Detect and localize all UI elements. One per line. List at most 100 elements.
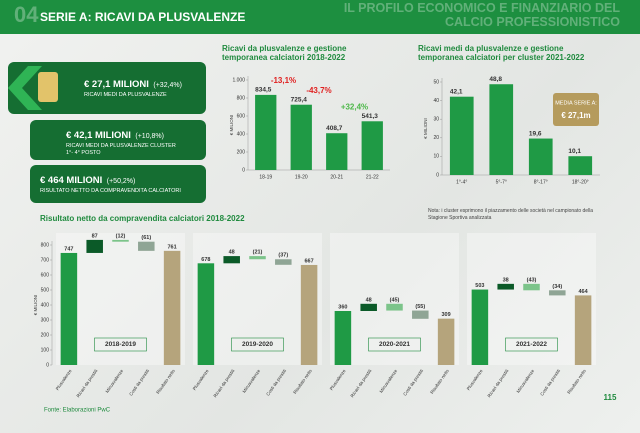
y-axis-label: € MILIONI [423, 118, 428, 139]
x-tick-label: Plusvalenze [192, 368, 210, 391]
callout-text: MEDIA SERIE A: [555, 100, 597, 106]
x-tick-label: 1°-4° [456, 179, 467, 185]
kpi-box [30, 165, 206, 203]
value-label: 761 [168, 244, 177, 250]
bar [290, 104, 312, 170]
value-label: 725,4 [291, 96, 308, 103]
y-tick-label: 0 [46, 362, 49, 368]
y-tick-label: 600 [237, 113, 246, 119]
y-tick-label: 200 [41, 332, 50, 338]
bar [138, 241, 155, 251]
value-label: 38 [503, 277, 509, 283]
x-tick-label: 18-19 [259, 174, 272, 180]
chart-title: Ricavi medi da plusvalenze e gestione te… [418, 44, 585, 62]
kpi: € 464 MILIONI (+50,2%) RISULTATO NETTO DA… [40, 170, 202, 195]
y-tick-label: 300 [41, 317, 50, 323]
bar [326, 133, 348, 170]
section-number: 04 [14, 2, 39, 27]
page-number: 115 [604, 393, 617, 402]
x-tick-label: 18°-20° [572, 179, 589, 185]
x-tick-label: Costi da prestiti [265, 368, 287, 396]
kpi-change: (+50,2%) [106, 178, 136, 185]
y-tick-label: 40 [433, 98, 439, 104]
period-box [505, 337, 558, 352]
period-label: 2020-2021 [379, 341, 410, 348]
value-label: 10,1 [568, 148, 581, 155]
y-tick-label: 600 [41, 272, 50, 278]
panel-bg [467, 233, 596, 365]
period-box [368, 337, 421, 352]
x-tick-label: Minusvalenze [241, 368, 261, 394]
kpi-value: € 464 MILIONI [40, 175, 103, 186]
period-label: 2021-2022 [516, 341, 547, 348]
value-label: 541,3 [362, 113, 379, 120]
value-label: 667 [305, 258, 314, 264]
annotation: -13,1% [271, 76, 296, 85]
x-tick-label: Ricavi da prestiti [212, 368, 235, 398]
y-tick-label: 20 [433, 135, 439, 141]
bar [223, 256, 240, 264]
bar [249, 256, 266, 260]
bar [112, 239, 129, 242]
chevron-icon [8, 66, 42, 110]
value-label: 464 [579, 289, 589, 295]
kpi-box [30, 120, 206, 160]
x-tick-label: Plusvalenze [329, 368, 347, 391]
bar [386, 303, 403, 311]
page-title: SERIE A: RICAVI DA PLUSVALENZE [40, 10, 246, 24]
y-axis-label: € MILIONI [229, 115, 234, 136]
bar [300, 264, 318, 365]
kpi-value: € 27,1 MILIONI [84, 79, 149, 90]
y-tick-label: 800 [41, 242, 50, 248]
y-tick-label: 10 [433, 154, 439, 160]
bar [568, 156, 593, 175]
value-label: (43) [527, 277, 537, 283]
y-tick-label: 50 [433, 79, 439, 85]
value-label: 87 [92, 233, 98, 239]
value-label: (34) [552, 284, 562, 290]
callout-box [553, 93, 599, 126]
value-label: (61) [141, 235, 151, 241]
bar [497, 283, 514, 290]
kpi-change: (+32,4%) [153, 82, 182, 89]
x-tick-label: Minusvalenze [378, 368, 398, 394]
x-tick-label: Costi da prestiti [402, 368, 424, 396]
callout-value: € 27,1m [561, 111, 590, 120]
value-label: (21) [253, 250, 263, 256]
y-axis-label: € MILIONI [33, 295, 38, 316]
x-tick-label: Minusvalenze [515, 368, 535, 394]
bar [360, 303, 377, 311]
value-label: 48 [229, 250, 235, 256]
bar [275, 259, 292, 265]
y-tick-label: 0 [436, 172, 439, 178]
kpi-label: RICAVI MEDI DA PLUSVALENZE CLUSTER 1°- 4… [66, 143, 176, 156]
bar [163, 250, 181, 365]
y-tick-label: 1.000 [232, 77, 245, 83]
x-tick-label: Costi da prestiti [128, 368, 150, 396]
value-label: 42,1 [450, 88, 463, 95]
x-tick-label: 20-21 [330, 174, 343, 180]
value-label: 503 [475, 283, 484, 289]
value-label: 678 [201, 257, 210, 263]
panel-bg [193, 233, 322, 365]
value-label: (55) [415, 304, 425, 310]
x-tick-label: Risultato netto [155, 368, 176, 395]
panel-bg [330, 233, 459, 365]
bar [361, 121, 383, 170]
x-tick-label: Minusvalenze [104, 368, 124, 394]
header-band [0, 0, 640, 34]
bar [86, 239, 103, 253]
bar [549, 290, 566, 296]
y-tick-label: 800 [237, 95, 246, 101]
x-tick-label: Ricavi da prestiti [349, 368, 372, 398]
period-box [231, 337, 284, 352]
note: Nota: i cluster esprimono il piazzamento… [428, 208, 594, 221]
value-label: 747 [64, 246, 73, 252]
bar [60, 252, 78, 365]
value-label: 834,5 [255, 87, 272, 94]
period-label: 2018-2019 [105, 341, 136, 348]
x-tick-label: Plusvalenze [55, 368, 73, 391]
bar [334, 311, 352, 365]
y-tick-label: 0 [242, 167, 245, 173]
